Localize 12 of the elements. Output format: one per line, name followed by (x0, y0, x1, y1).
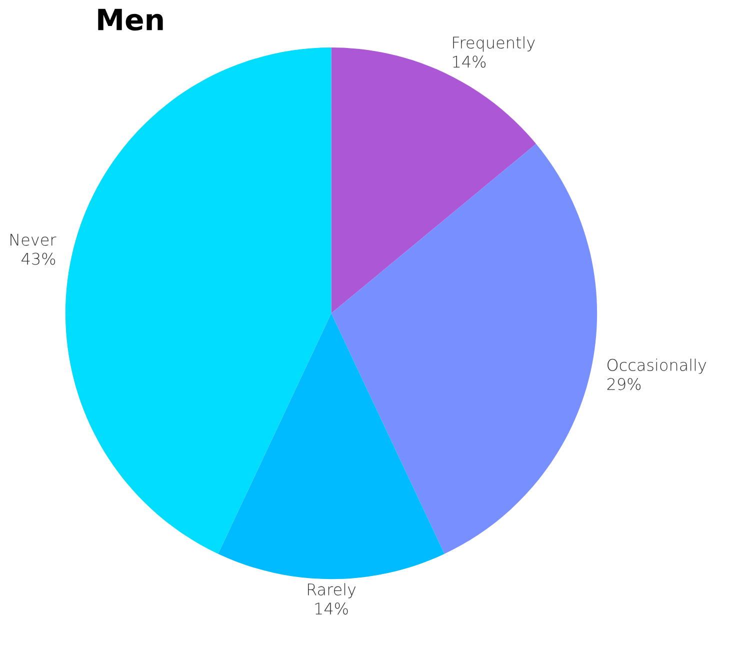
slice-label: Frequently (453, 36, 535, 52)
pie-slice (218, 313, 444, 580)
slice-label: Never (10, 234, 56, 246)
chart-title: Men (98, 8, 163, 31)
data-label: 14% (452, 56, 486, 68)
slice-label: Occasionally (608, 358, 706, 374)
pie-slice (331, 144, 598, 554)
data-label: 43% (22, 252, 56, 265)
data-label: 29% (607, 378, 641, 390)
pie-slice (65, 47, 332, 554)
data-label: 14% (315, 602, 348, 615)
slice-label: Rarely (308, 583, 356, 598)
